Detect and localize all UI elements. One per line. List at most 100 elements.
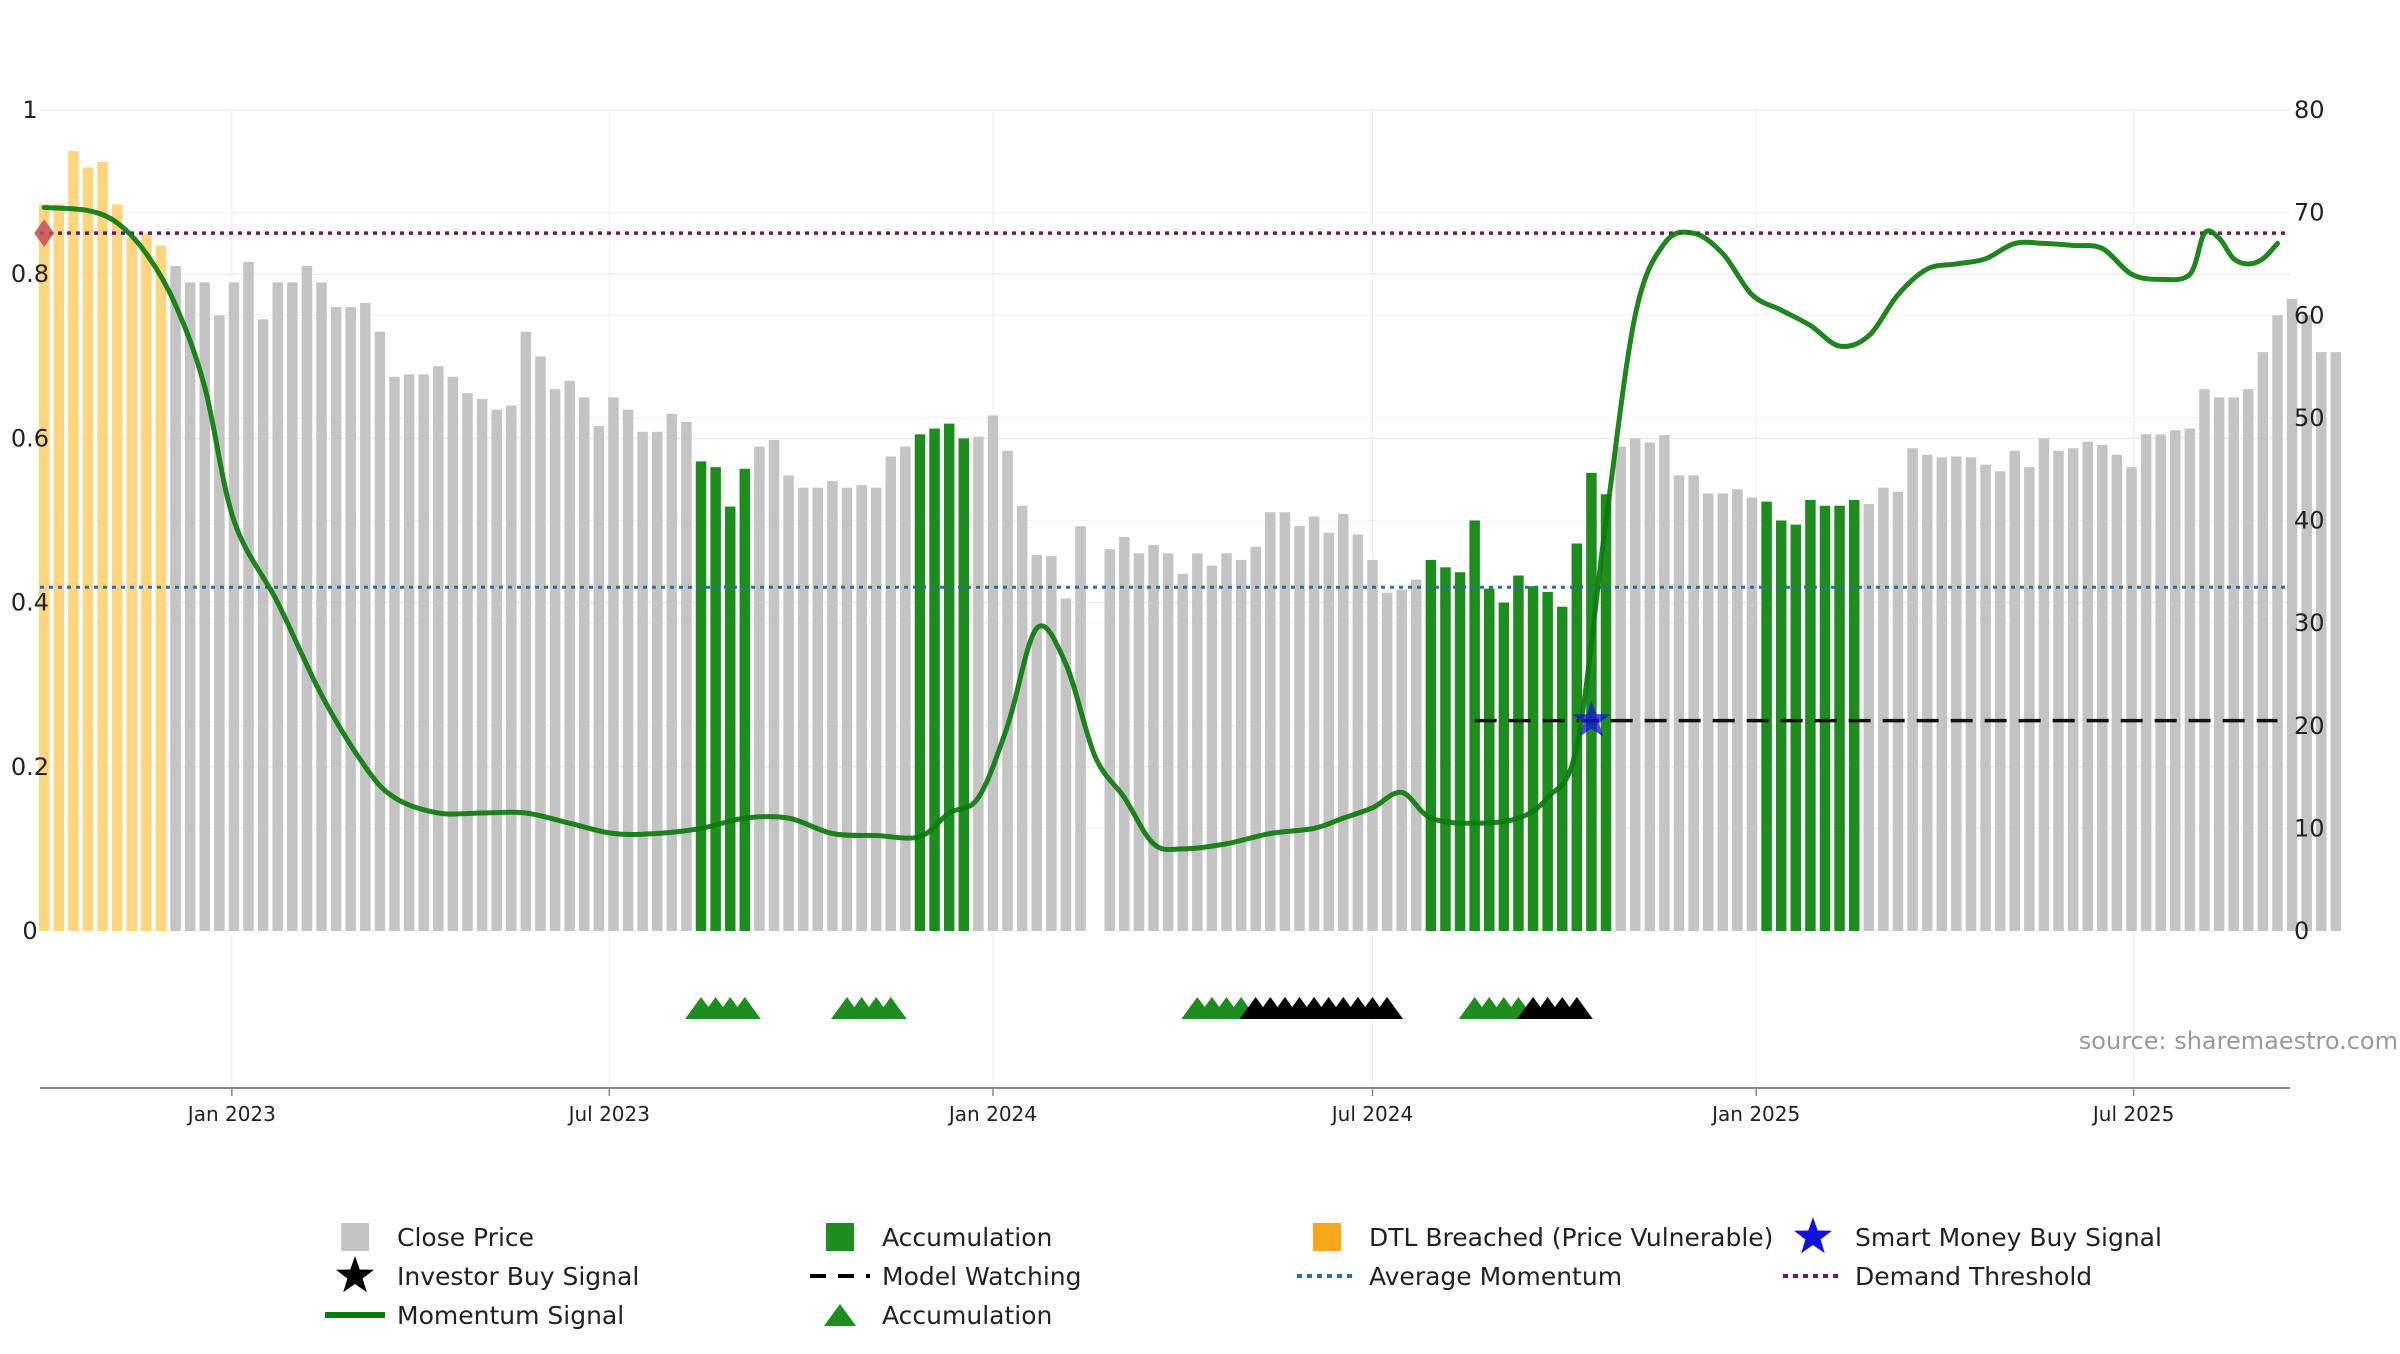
- legend-item-close: Close Price: [341, 1223, 534, 1252]
- legend-swatch: [1313, 1223, 1341, 1251]
- source-label: source: sharemaestro.com: [2079, 1027, 2398, 1055]
- price-bar: [564, 380, 575, 931]
- legend-item-avg: Average Momentum: [1297, 1262, 1622, 1291]
- legend-label: Accumulation: [882, 1301, 1052, 1330]
- right-tick-label: 40: [2294, 507, 2325, 535]
- price-bar: [2140, 434, 2152, 931]
- legend-label: DTL Breached (Price Vulnerable): [1369, 1223, 1773, 1252]
- right-tick-label: 70: [2294, 199, 2325, 227]
- legend-label: Accumulation: [882, 1223, 1052, 1252]
- price-bar: [1425, 559, 1437, 931]
- price-bar: [1936, 457, 1948, 931]
- price-bar: [1352, 534, 1364, 931]
- price-bar: [520, 331, 532, 931]
- price-bar: [1907, 448, 1918, 931]
- price-bar: [1673, 475, 1685, 931]
- price-bar: [1440, 567, 1451, 931]
- price-bar: [900, 446, 911, 931]
- price-bar: [1921, 454, 1933, 931]
- price-bar: [53, 204, 65, 932]
- price-bar: [637, 431, 648, 931]
- price-bar: [1556, 606, 1568, 931]
- price-bar: [2038, 438, 2050, 931]
- price-bar: [1994, 471, 2006, 931]
- price-bar: [987, 415, 999, 931]
- price-bar: [506, 405, 517, 931]
- price-bar: [1002, 450, 1013, 931]
- price-bar: [1615, 446, 1626, 931]
- price-bar: [768, 440, 780, 931]
- price-bar: [257, 319, 269, 932]
- price-bar: [593, 426, 605, 931]
- price-bar: [827, 481, 838, 931]
- legend-item-accum_tri: Accumulation: [824, 1301, 1052, 1330]
- price-bar: [68, 151, 79, 932]
- price-bar: [2257, 352, 2269, 931]
- price-bar: [958, 438, 970, 931]
- left-tick-label: 1: [22, 96, 37, 124]
- price-bar: [301, 265, 313, 931]
- right-tick-label: 60: [2294, 301, 2325, 329]
- price-bar: [841, 487, 853, 931]
- price-bar: [2228, 397, 2239, 932]
- price-bar: [1951, 456, 1962, 931]
- price-bar: [797, 487, 809, 931]
- price-bar: [1790, 524, 1802, 931]
- price-bar: [1046, 555, 1057, 931]
- price-bar: [1717, 493, 1729, 931]
- price-bar: [1323, 532, 1334, 931]
- price-bar: [1075, 526, 1086, 931]
- watching-triangle: [1560, 997, 1593, 1019]
- price-bar: [1221, 553, 1232, 931]
- price-bar: [111, 204, 123, 932]
- price-bar: [170, 265, 181, 931]
- left-tick-label: 0.6: [11, 424, 49, 452]
- price-bar: [1498, 602, 1510, 931]
- price-bar: [2053, 450, 2064, 931]
- price-bar: [929, 428, 940, 931]
- price-bar: [2067, 448, 2079, 931]
- price-bar: [2301, 315, 2312, 931]
- price-bar: [710, 467, 721, 931]
- price-bar: [2199, 389, 2210, 931]
- price-bar: [1279, 512, 1291, 931]
- right-tick-label: 30: [2294, 609, 2325, 637]
- legend-item-accum_bar: Accumulation: [826, 1223, 1052, 1252]
- price-bar: [2272, 315, 2283, 931]
- price-bar: [97, 161, 108, 931]
- price-bar: [681, 421, 692, 931]
- price-bar: [856, 485, 867, 931]
- price-bar: [330, 307, 342, 931]
- watching-triangle: [1371, 997, 1404, 1019]
- price-bar: [1834, 505, 1845, 931]
- price-bar: [1513, 575, 1524, 931]
- price-bar: [1177, 573, 1188, 931]
- left-axis-ticks: 0 0.2 0.4 0.6 0.8 1: [11, 96, 49, 945]
- price-bar: [1732, 489, 1743, 931]
- price-bar: [943, 423, 955, 931]
- price-bar: [82, 167, 94, 932]
- price-bar: [316, 282, 327, 931]
- right-tick-label: 50: [2294, 404, 2325, 432]
- price-bar: [476, 398, 488, 931]
- price-bar: [418, 374, 429, 931]
- price-bar: [973, 436, 984, 931]
- left-tick-label: 0.4: [11, 589, 49, 617]
- price-bar: [199, 282, 210, 931]
- price-bar: [1805, 499, 1816, 931]
- price-bar: [389, 376, 400, 931]
- price-bar: [1659, 435, 1670, 931]
- price-bar: [228, 282, 240, 931]
- price-bar: [1761, 501, 1772, 931]
- price-bar: [2243, 389, 2254, 931]
- price-bar: [1644, 442, 1656, 931]
- right-tick-label: 10: [2294, 814, 2325, 842]
- price-bar: [2009, 450, 2020, 931]
- x-tick-label: Jan 2025: [1710, 1102, 1800, 1126]
- x-tick-label: Jul 2023: [567, 1102, 650, 1126]
- legend-label: Model Watching: [882, 1262, 1082, 1291]
- price-bar: [287, 282, 298, 931]
- price-bar: [1629, 438, 1641, 931]
- price-bar: [2213, 397, 2225, 932]
